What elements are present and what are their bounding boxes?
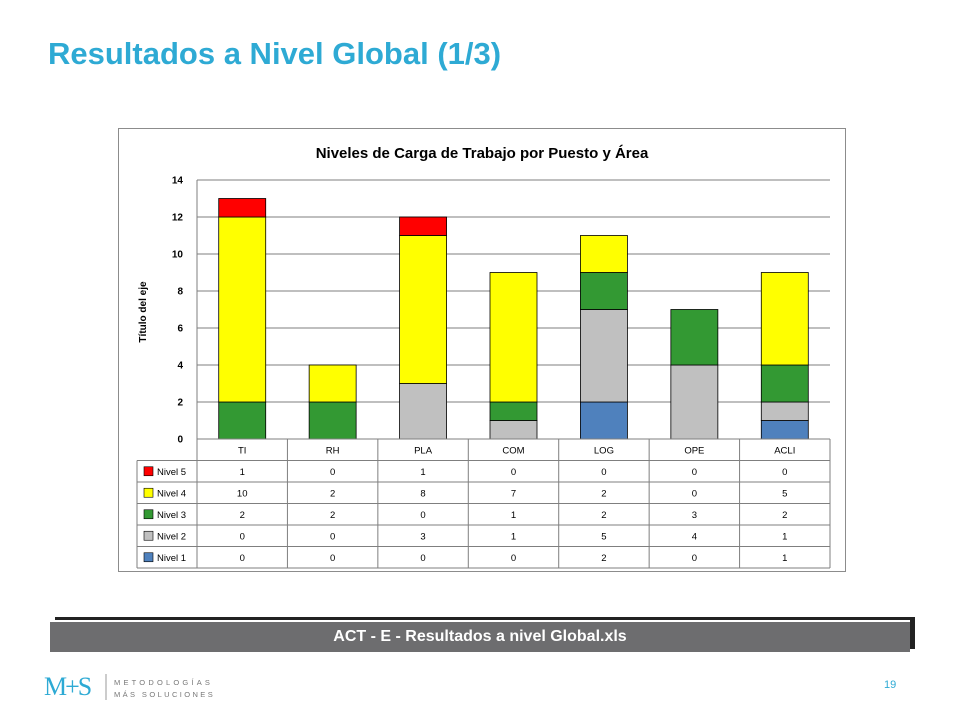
- legend-swatch-nivel-1: [143, 552, 154, 563]
- file-banner-highlight: [50, 620, 910, 622]
- category-label: OPE: [684, 445, 704, 456]
- table-cell-value: 0: [330, 467, 335, 478]
- table-cell-value: 0: [692, 467, 697, 478]
- table-cell-value: 5: [782, 488, 787, 499]
- legend-swatch-nivel-5: [143, 466, 154, 477]
- bar-segment-log-nivel-4: [580, 235, 628, 273]
- company-logo: M+S METODOLOGÍAS MÁS SOLUCIONES: [44, 672, 215, 701]
- table-cell-value: 0: [330, 553, 335, 564]
- bar-segment-rh-nivel-4: [308, 364, 357, 403]
- bar-segment-pla-nivel-4: [399, 235, 447, 384]
- table-cell-value: 10: [237, 488, 248, 499]
- category-label: COM: [502, 445, 524, 456]
- table-cell-value: 3: [692, 510, 697, 521]
- table-cell-value: 3: [420, 531, 425, 542]
- table-cell-value: 0: [782, 467, 787, 478]
- y-tick-label: 10: [172, 250, 184, 261]
- table-cell-value: 2: [330, 510, 335, 521]
- table-cell-value: 0: [511, 467, 516, 478]
- table-cell-value: 1: [511, 531, 516, 542]
- table-cell-value: 0: [420, 510, 425, 521]
- page-number: 19: [884, 679, 897, 691]
- bar-segment-acli-nivel-1: [760, 420, 809, 440]
- table-cell-value: 1: [240, 467, 245, 478]
- y-tick-label: 14: [172, 176, 184, 187]
- bar-segment-log-nivel-3: [580, 272, 628, 310]
- bar-segment-pla-nivel-5: [399, 216, 447, 236]
- bar-segment-com-nivel-2: [489, 420, 538, 440]
- y-axis-label: Título del eje: [138, 281, 149, 343]
- chart-title: Niveles de Carga de Trabajo por Puesto y…: [316, 145, 649, 162]
- legend-swatch-nivel-3: [143, 509, 154, 520]
- table-cell-value: 1: [782, 531, 787, 542]
- bar-segment-ti-nivel-4: [218, 216, 267, 403]
- table-cell-value: 7: [511, 488, 516, 499]
- bar-segment-rh-nivel-3: [308, 401, 357, 440]
- category-label: TI: [238, 445, 246, 456]
- category-label: ACLI: [774, 445, 795, 456]
- table-cell-value: 0: [692, 488, 697, 499]
- table-cell-value: 8: [420, 488, 425, 499]
- logo-mark: M+S: [44, 672, 91, 701]
- table-cell-value: 0: [330, 531, 335, 542]
- table-cell-value: 0: [511, 553, 516, 564]
- logo-line-2: MÁS SOLUCIONES: [114, 690, 215, 699]
- table-cell-value: 2: [601, 553, 606, 564]
- table-cell-value: 2: [601, 510, 606, 521]
- legend-swatch-nivel-2: [143, 530, 154, 541]
- bar-segment-ope-nivel-2: [670, 364, 719, 440]
- slide-title: Resultados a Nivel Global (1/3): [48, 36, 502, 71]
- legend-entry: Nivel 3: [157, 510, 186, 521]
- bar-segment-ti-nivel-5: [218, 198, 267, 218]
- bars: [218, 198, 809, 440]
- table-cell-value: 0: [420, 553, 425, 564]
- bar-segment-log-nivel-2: [580, 309, 628, 403]
- category-label: RH: [326, 445, 340, 456]
- bar-segment-ope-nivel-3: [670, 309, 719, 366]
- table-cell-value: 2: [240, 510, 245, 521]
- legend-entry: Nivel 5: [157, 467, 186, 478]
- y-tick-label: 0: [177, 435, 183, 446]
- legend-swatch-nivel-4: [143, 487, 154, 498]
- bar-segment-com-nivel-3: [489, 401, 538, 421]
- stacked-bar-chart: Niveles de Carga de Trabajo por Puesto y…: [136, 145, 831, 569]
- bar-segment-pla-nivel-2: [399, 383, 447, 440]
- bar-segment-acli-nivel-2: [760, 401, 809, 421]
- table-cell-value: 2: [330, 488, 335, 499]
- y-tick-label: 8: [177, 287, 183, 298]
- table-cell-value: 5: [601, 531, 606, 542]
- chart-frame: Niveles de Carga de Trabajo por Puesto y…: [118, 128, 846, 572]
- bar-segment-acli-nivel-4: [760, 272, 809, 366]
- legend-entry: Nivel 1: [157, 553, 186, 564]
- y-tick-label: 2: [177, 398, 183, 409]
- legend-entry: Nivel 4: [157, 488, 186, 499]
- table-cell-value: 1: [511, 510, 516, 521]
- logo-line-1: METODOLOGÍAS: [114, 678, 213, 687]
- table-cell-value: 1: [420, 467, 425, 478]
- y-tick-label: 6: [177, 324, 183, 335]
- table-cell-value: 0: [240, 553, 245, 564]
- table-cell-value: 2: [601, 488, 606, 499]
- y-tick-labels: 0 2 4 6 8 10 12 14: [172, 176, 184, 446]
- y-tick-label: 4: [177, 361, 183, 372]
- table-cell-value: 0: [601, 467, 606, 478]
- legend-entry: Nivel 2: [157, 531, 186, 542]
- bar-segment-ti-nivel-3: [218, 401, 267, 440]
- file-name-banner: ACT - E - Resultados a nivel Global.xls: [50, 622, 910, 652]
- table-cell-value: 1: [782, 553, 787, 564]
- table-cell-value: 2: [782, 510, 787, 521]
- bar-segment-com-nivel-4: [489, 272, 538, 403]
- table-cell-value: 0: [692, 553, 697, 564]
- category-label: PLA: [414, 445, 433, 456]
- bar-segment-log-nivel-1: [580, 401, 628, 440]
- table-cell-value: 0: [240, 531, 245, 542]
- y-tick-label: 12: [172, 213, 184, 224]
- table-cell-value: 4: [692, 531, 697, 542]
- bar-segment-acli-nivel-3: [760, 364, 809, 403]
- category-label: LOG: [594, 445, 614, 456]
